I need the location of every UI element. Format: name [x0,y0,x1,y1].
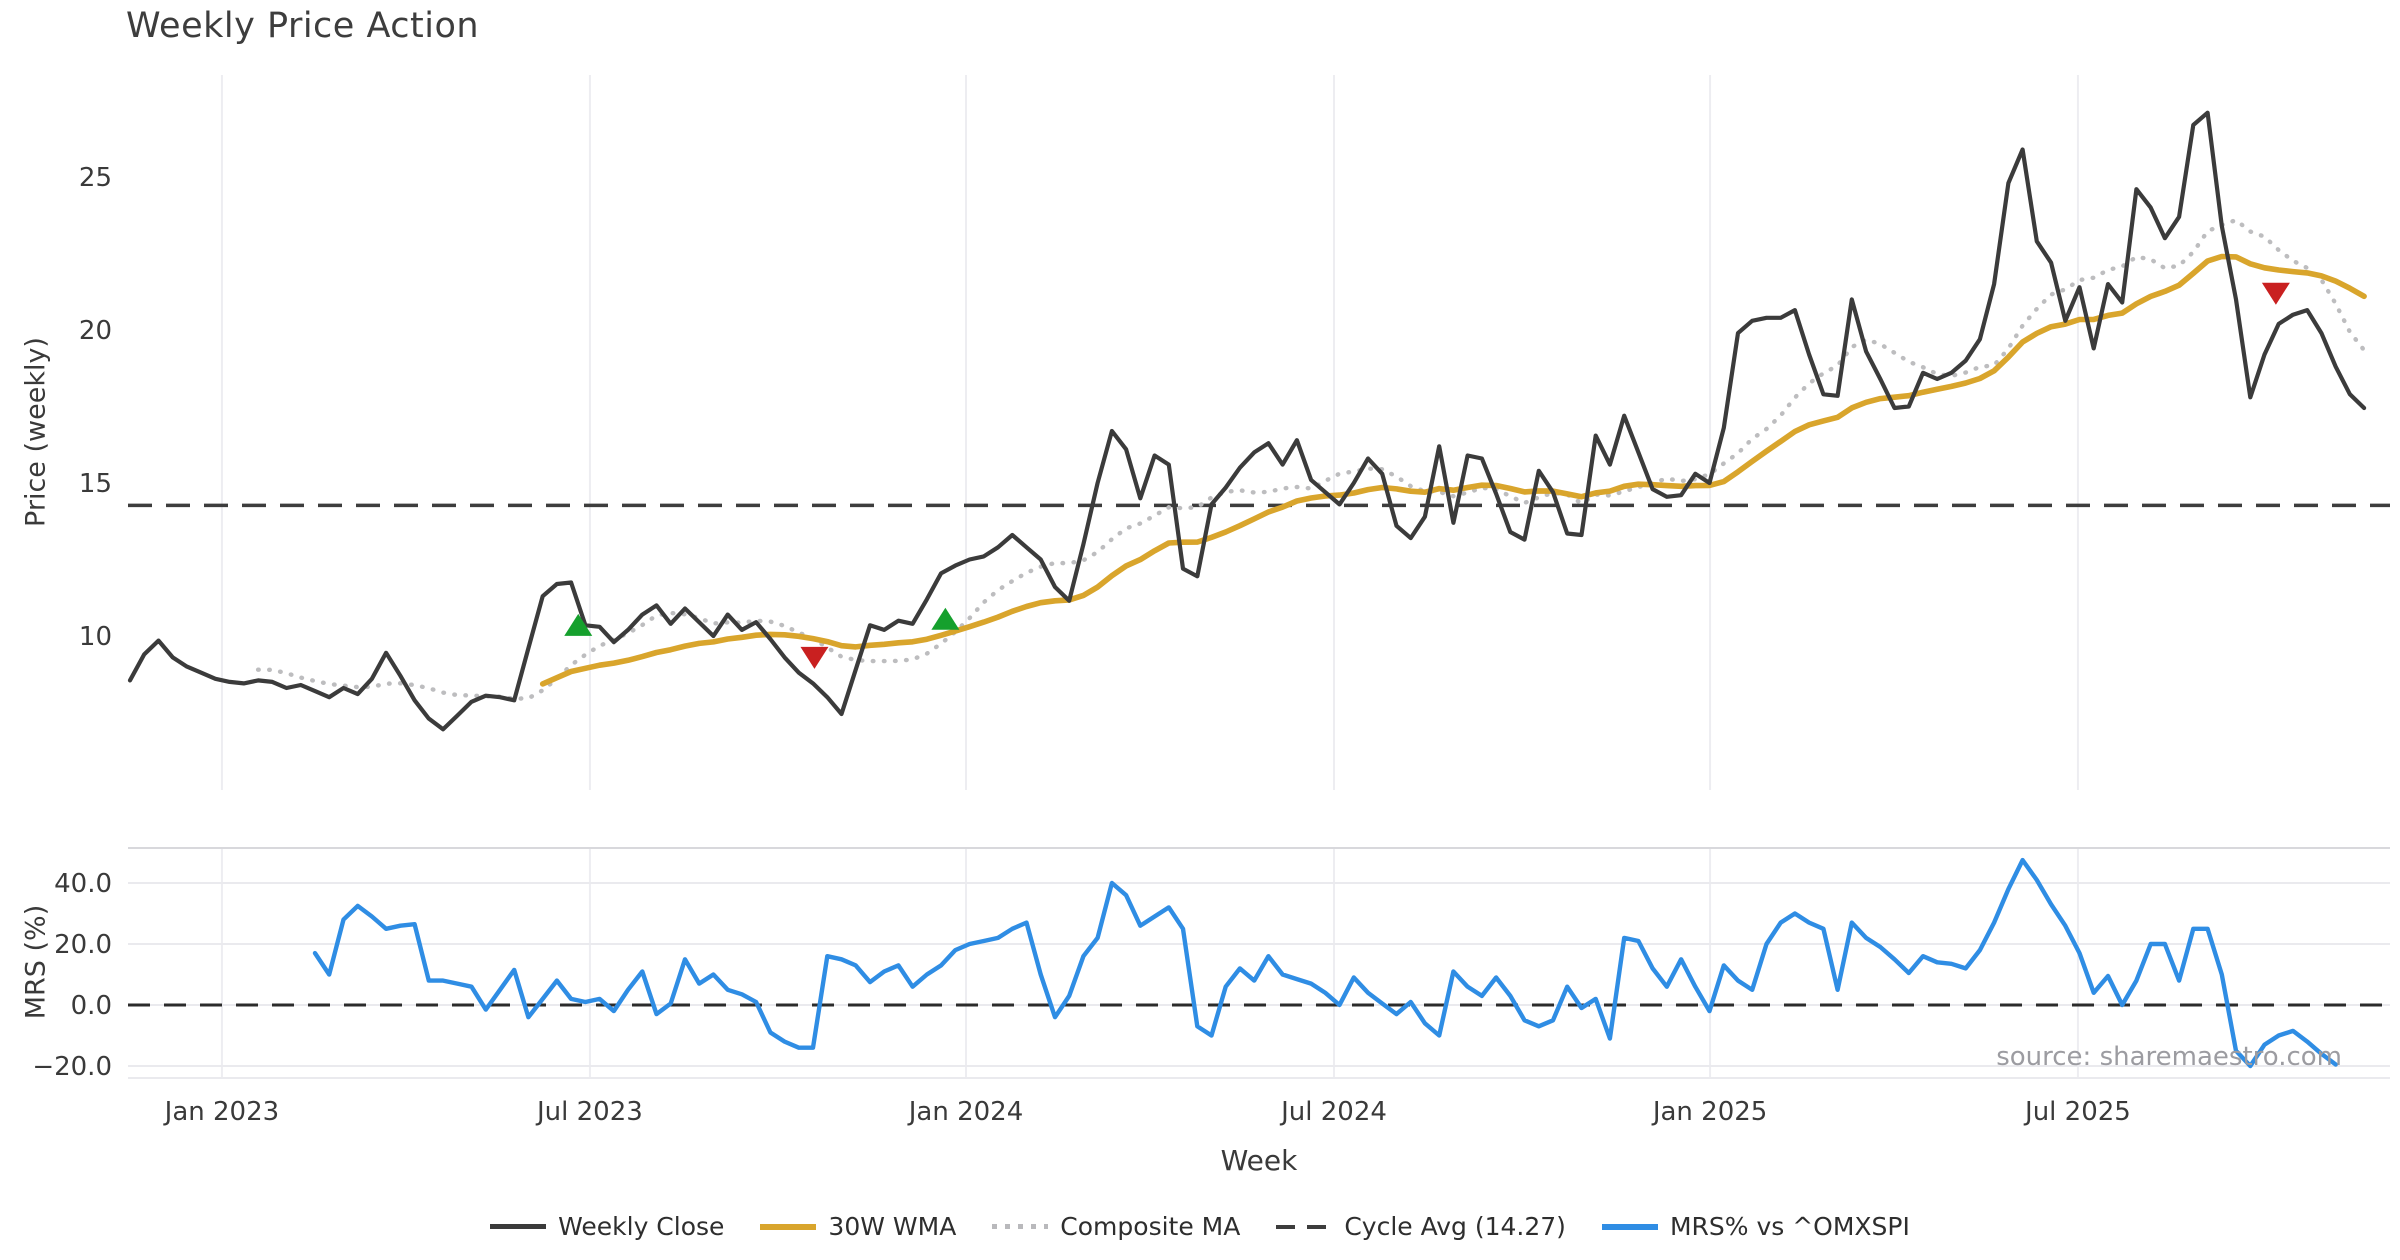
source-credit: source: sharemaestro.com [1996,1042,2342,1072]
composite-ma-line-swatch-icon [992,1224,1049,1229]
buy-signal-marker-icon [931,607,960,630]
mrs-tick-label: 0.0 [71,991,112,1021]
mrs-axis-label: MRS (%) [20,904,52,1020]
weekly-close-line-swatch-icon [490,1224,547,1229]
legend-item-weekly-close: Weekly Close [490,1212,724,1241]
mrs-tick-label: 40.0 [54,869,112,899]
mrs-line [312,857,2338,1069]
chart-title: Weekly Price Action [126,6,480,46]
legend-label: Cycle Avg (14.27) [1344,1212,1566,1241]
legend: Weekly Close 30W WMA Composite MA Cycle … [0,1212,2400,1241]
x-tick-label: Jul 2025 [2023,1097,2131,1127]
weekly-close-line [127,110,2367,732]
price-tick-label: 10 [79,622,112,652]
sell-signal-marker-icon [2261,282,2290,305]
legend-label: MRS% vs ^OMXSPI [1669,1212,1910,1241]
price-axis-label: Price (weekly) [20,337,52,527]
mrs-tick-label: 20.0 [54,930,112,960]
price-tick-label: 20 [79,316,112,346]
x-tick-label: Jul 2024 [1279,1097,1387,1127]
legend-item-mrs: MRS% vs ^OMXSPI [1601,1212,1910,1241]
mrs-line-swatch-icon [1601,1223,1658,1230]
x-tick-label: Jul 2023 [535,1097,643,1127]
legend-label: Composite MA [1060,1212,1241,1241]
x-axis-label: Week [1220,1144,1298,1177]
price-tick-label: 25 [79,163,112,193]
buy-signal-marker-icon [564,613,593,636]
legend-label: 30W WMA [828,1212,957,1241]
wma-line-swatch-icon [760,1223,817,1230]
x-tick-label: Jan 2025 [1651,1097,1768,1127]
legend-item-cycle-avg: Cycle Avg (14.27) [1276,1212,1566,1241]
cycle-avg-line-swatch-icon [1276,1224,1333,1229]
sell-signal-marker-icon [800,646,829,669]
wma-30w-line [539,253,2367,687]
price-tick-label: 15 [79,469,112,499]
legend-item-30w-wma: 30W WMA [760,1212,956,1241]
x-tick-label: Jan 2023 [163,1097,280,1127]
x-tick-label: Jan 2024 [907,1097,1024,1127]
legend-label: Weekly Close [558,1212,725,1241]
legend-item-composite-ma: Composite MA [992,1212,1240,1241]
mrs-tick-label: −20.0 [32,1052,112,1082]
